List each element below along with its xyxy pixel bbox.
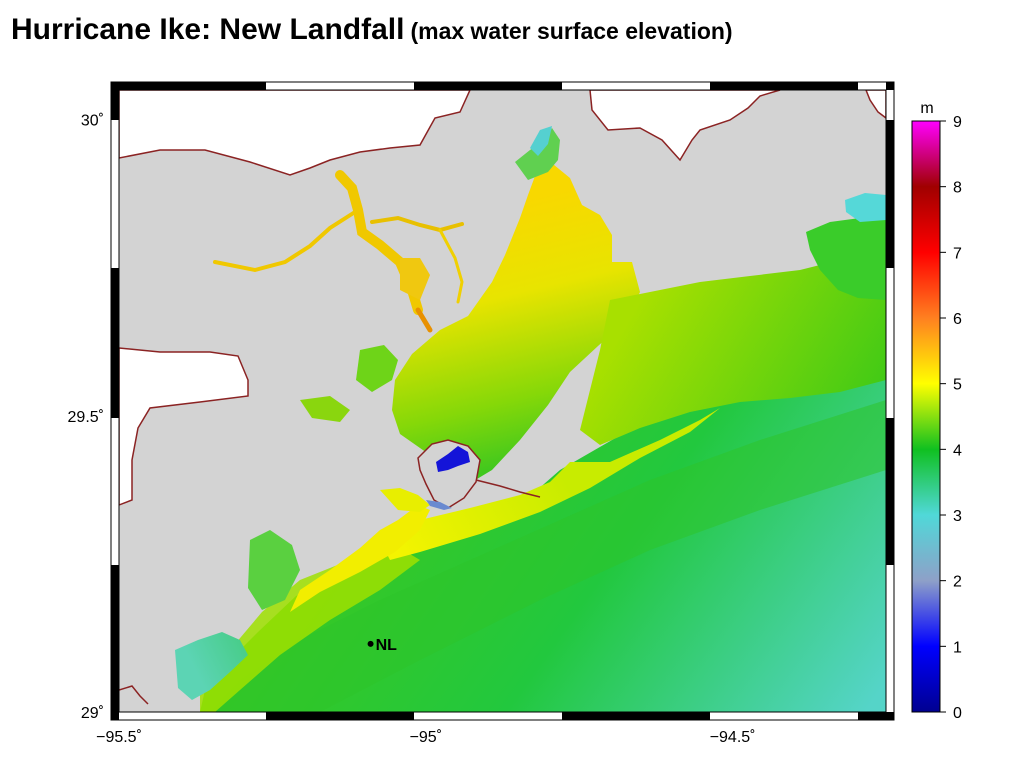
colorbar-tick-label: 0 [953, 705, 962, 722]
landfall-marker-label: NL [376, 637, 398, 654]
lon-tick-label: −95˚ [410, 729, 442, 746]
colorbar-tick-label: 4 [953, 442, 962, 459]
lat-tick-label: 29.5˚ [68, 409, 104, 426]
lat-tick-label: 30˚ [81, 113, 104, 130]
colorbar-tick-label: 5 [953, 377, 962, 394]
lon-tick-label: −95.5˚ [96, 729, 142, 746]
colorbar-tick-label: 6 [953, 311, 962, 328]
colorbar-tick-label: 8 [953, 180, 962, 197]
colorbar-tick-label: 1 [953, 639, 962, 656]
colorbar: m 0 1 2 3 4 5 6 7 8 9 [912, 100, 962, 722]
lat-tick-label: 29˚ [81, 705, 104, 722]
lon-tick-label: −94.5˚ [710, 729, 756, 746]
colorbar-ticks: 0 1 2 3 4 5 6 7 8 9 [940, 114, 962, 722]
colorbar-tick-label: 7 [953, 245, 962, 262]
colorbar-tick-label: 9 [953, 114, 962, 131]
landfall-marker-dot [368, 641, 374, 647]
colorbar-unit: m [920, 100, 933, 117]
colorbar-ramp [912, 121, 940, 712]
map-figure: −95.5˚ −95˚ −94.5˚ 30˚ 29.5˚ 29˚ NL m 0 1 2 3 4 5 6… [0, 0, 1024, 768]
map-area [119, 90, 886, 712]
colorbar-tick-label: 3 [953, 508, 962, 525]
colorbar-tick-label: 2 [953, 574, 962, 591]
